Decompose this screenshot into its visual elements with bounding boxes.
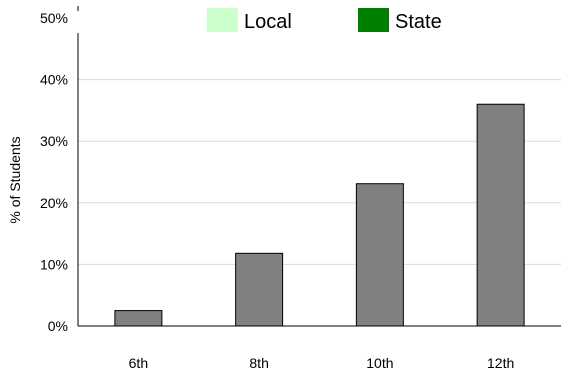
legend-label-state: State [395, 11, 442, 33]
y-tick-label: 50% [40, 10, 68, 26]
y-tick-label: 40% [40, 72, 68, 88]
y-tick-label: 20% [40, 195, 68, 211]
category-label: 6th [129, 355, 148, 371]
bar-10th [355, 183, 404, 327]
category-label: 8th [249, 355, 268, 371]
legend-mask [200, 0, 470, 36]
bar-8th [235, 252, 284, 327]
y-tick-label: 0% [48, 318, 68, 334]
legend: Local State [207, 8, 442, 33]
category-labels: 6th 8th 10th 12th [129, 355, 515, 371]
legend-swatch-local [207, 8, 238, 32]
category-label: 10th [366, 355, 393, 371]
bar-12th [476, 103, 525, 327]
legend-label-local: Local [244, 11, 292, 33]
bar-6th [114, 310, 163, 327]
legend-swatch-state [358, 8, 389, 32]
y-axis-label: % of Students [7, 136, 23, 223]
y-tick-label: 10% [40, 256, 68, 272]
category-label: 12th [487, 355, 514, 371]
y-tick-label: 30% [40, 133, 68, 149]
y-tick-labels: 0% 10% 20% 30% 40% 50% [40, 10, 68, 334]
bars [114, 103, 525, 327]
